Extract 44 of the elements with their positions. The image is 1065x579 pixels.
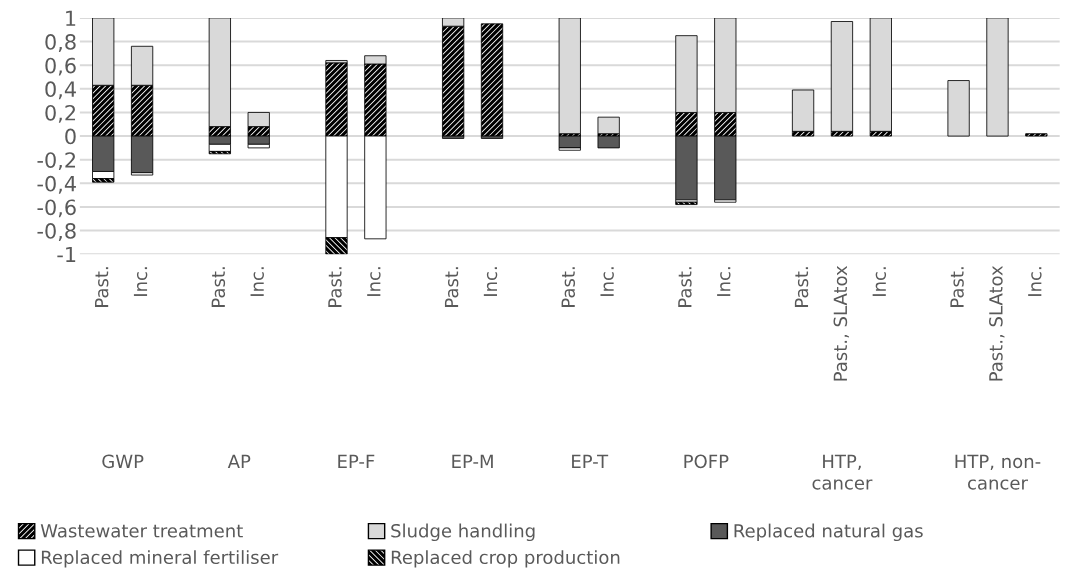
x-tick-label: Inc. [717, 267, 731, 296]
text: HTP, non-cancer [955, 454, 1041, 490]
x-tick-label: Past. [561, 267, 576, 307]
bar [1025, 133, 1048, 137]
y-tick-label: 0,8 [45, 34, 76, 52]
x-tick-label: Past. [678, 267, 692, 307]
x-tick-label: Past. [211, 267, 226, 307]
y-tick-label: 0,4 [45, 81, 76, 100]
y-tick-label: -0,8 [37, 223, 76, 241]
x-tick-label: Past. [328, 267, 342, 307]
legend-label: Replaced crop production [391, 550, 620, 568]
text: AP [227, 454, 251, 468]
x-tick-label: Past., SLAtox [989, 265, 1005, 381]
x-tick-label: Past. [950, 267, 964, 307]
text: EP-F [338, 454, 375, 468]
legend-label: Replaced mineral fertiliser [41, 550, 279, 568]
y-tick-label: -0,4 [37, 175, 76, 194]
x-tick-label: Past. [95, 267, 109, 307]
text: GWP [102, 454, 144, 469]
y-tick-label: 1 [66, 10, 76, 26]
legend-label: Wastewater treatment [40, 524, 243, 538]
text: EP-M [452, 454, 493, 468]
x-tick-label: Inc. [600, 267, 614, 296]
bar [480, 23, 504, 137]
x-tick-label: Past. [444, 267, 459, 307]
y-tick-label: 0,6 [45, 57, 76, 76]
x-tick-label: Inc. [250, 267, 264, 296]
text: HTP, cancer [812, 454, 873, 490]
x-tick-label: Inc. [872, 267, 887, 296]
x-tick-label: Inc. [367, 267, 381, 296]
y-tick-label: 0 [65, 128, 76, 145]
x-tick-label: Past. [794, 267, 809, 307]
x-tick-label: Inc. [483, 267, 498, 296]
x-tick-label: Inc. [133, 267, 148, 296]
y-tick-label: 0,2 [45, 104, 76, 123]
y-tick-label: -0,6 [37, 199, 76, 218]
legend-label: Replaced natural gas [734, 523, 923, 542]
x-tick-label: Inc. [1028, 267, 1042, 296]
text: EP-T [572, 454, 609, 468]
y-tick-label: -1 [57, 246, 76, 263]
text: POFP [684, 454, 729, 469]
legend-label: Sludge handling [391, 523, 535, 542]
y-tick-label: -0,2 [37, 152, 76, 171]
x-tick-label: Past., SLAtox [833, 265, 850, 381]
